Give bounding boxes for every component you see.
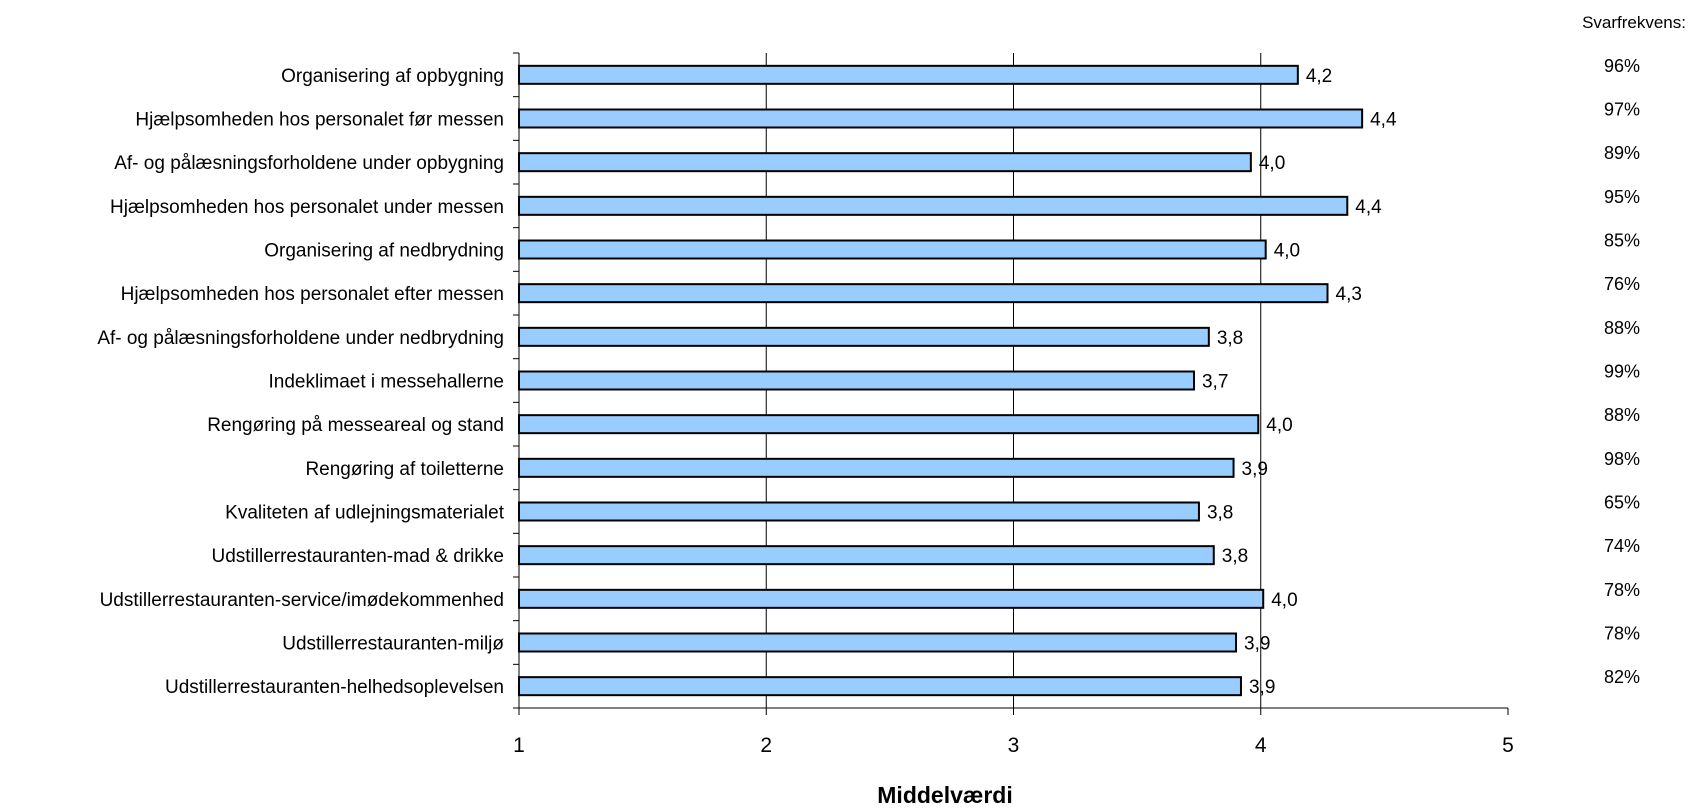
bar	[518, 283, 1329, 304]
category-label: Af- og pålæsningsforholdene under nedbry…	[97, 328, 504, 349]
value-label: 4,0	[1266, 415, 1292, 436]
bars	[518, 64, 1364, 697]
value-label: 3,9	[1249, 677, 1275, 698]
value-label: 3,8	[1207, 503, 1233, 524]
response-rate: 82%	[1604, 667, 1640, 687]
bar	[518, 152, 1252, 173]
response-rate: 74%	[1604, 536, 1640, 556]
value-label: 4,4	[1370, 110, 1397, 131]
response-rate: 98%	[1604, 449, 1640, 469]
response-rate: 99%	[1604, 362, 1640, 382]
x-tick-label: 3	[1008, 734, 1020, 757]
bar	[518, 370, 1195, 391]
response-rate: 96%	[1604, 56, 1640, 76]
category-label: Udstillerrestauranten-helhedsoplevelsen	[165, 677, 504, 698]
value-label: 4,0	[1274, 241, 1300, 262]
value-label: 3,8	[1222, 546, 1248, 567]
bar	[518, 64, 1299, 85]
x-tick-label: 5	[1502, 734, 1514, 757]
response-rate: 76%	[1604, 274, 1640, 294]
category-label: Hjælpsomheden hos personalet efter messe…	[121, 284, 504, 305]
value-label: 3,8	[1217, 328, 1243, 349]
response-rate: 97%	[1604, 100, 1640, 120]
response-rate: 89%	[1604, 143, 1640, 163]
value-label: 4,4	[1355, 197, 1382, 218]
x-tick-label: 2	[760, 734, 772, 757]
axes	[513, 52, 1509, 715]
category-label: Rengøring på messeareal og stand	[207, 415, 504, 436]
category-label: Udstillerrestauranten-miljø	[282, 634, 504, 655]
value-label: 3,9	[1244, 634, 1270, 655]
value-label: 3,9	[1242, 459, 1268, 480]
response-rate: 78%	[1604, 624, 1640, 644]
x-axis-label: Middelværdi	[877, 782, 1012, 808]
bar	[518, 239, 1267, 260]
x-tick-label: 1	[513, 734, 525, 757]
category-labels: Organisering af opbygning Hjælpsomheden h…	[97, 66, 504, 698]
bar	[518, 326, 1210, 347]
response-rate: 85%	[1604, 231, 1640, 251]
bar	[518, 632, 1238, 653]
response-rate: 95%	[1604, 187, 1640, 207]
response-rate: 65%	[1604, 493, 1640, 513]
value-label: 3,7	[1202, 372, 1228, 393]
bar	[518, 195, 1349, 216]
category-label: Indeklimaet i messehallerne	[268, 372, 504, 393]
x-tick-labels: 1 2 3 4 5	[513, 734, 1514, 757]
value-label: 4,0	[1259, 153, 1285, 174]
bar	[518, 108, 1364, 129]
category-label: Af- og pålæsningsforholdene under opbygn…	[114, 153, 504, 174]
value-label: 4,3	[1336, 284, 1362, 305]
value-label: 4,2	[1306, 66, 1332, 87]
bar	[518, 501, 1200, 522]
response-rate: 88%	[1604, 405, 1640, 425]
bar	[518, 588, 1265, 609]
bar	[518, 457, 1235, 478]
category-label: Udstillerrestauranten-mad & drikke	[211, 546, 504, 567]
bar	[518, 414, 1260, 435]
category-label: Udstillerrestauranten-service/imødekomme…	[100, 590, 504, 611]
response-rate-header: Svarfrekvens:	[1582, 13, 1686, 32]
category-label: Organisering af nedbrydning	[264, 241, 504, 262]
x-tick-label: 4	[1255, 734, 1267, 757]
category-label: Kvaliteten af udlejningsmaterialet	[225, 503, 505, 524]
response-rate: 88%	[1604, 318, 1640, 338]
value-label: 4,0	[1271, 590, 1297, 611]
category-label: Organisering af opbygning	[281, 66, 504, 87]
bar	[518, 545, 1215, 566]
category-label: Hjælpsomheden hos personalet under messe…	[110, 197, 504, 218]
response-rate: 78%	[1604, 580, 1640, 600]
response-rates: 96% 97% 89% 95% 85% 76% 88% 99% 88% 98% 65% 74% 78% 7…	[1604, 56, 1640, 687]
category-label: Hjælpsomheden hos personalet før messen	[135, 110, 504, 131]
category-label: Rengøring af toiletterne	[305, 459, 504, 480]
value-labels: 4,2 4,4 4,0 4,4 4,0 4,3 3,8 3,7 4,0 3,9 3,8 3,8 4,0 3…	[1202, 66, 1397, 698]
bar	[518, 676, 1242, 697]
